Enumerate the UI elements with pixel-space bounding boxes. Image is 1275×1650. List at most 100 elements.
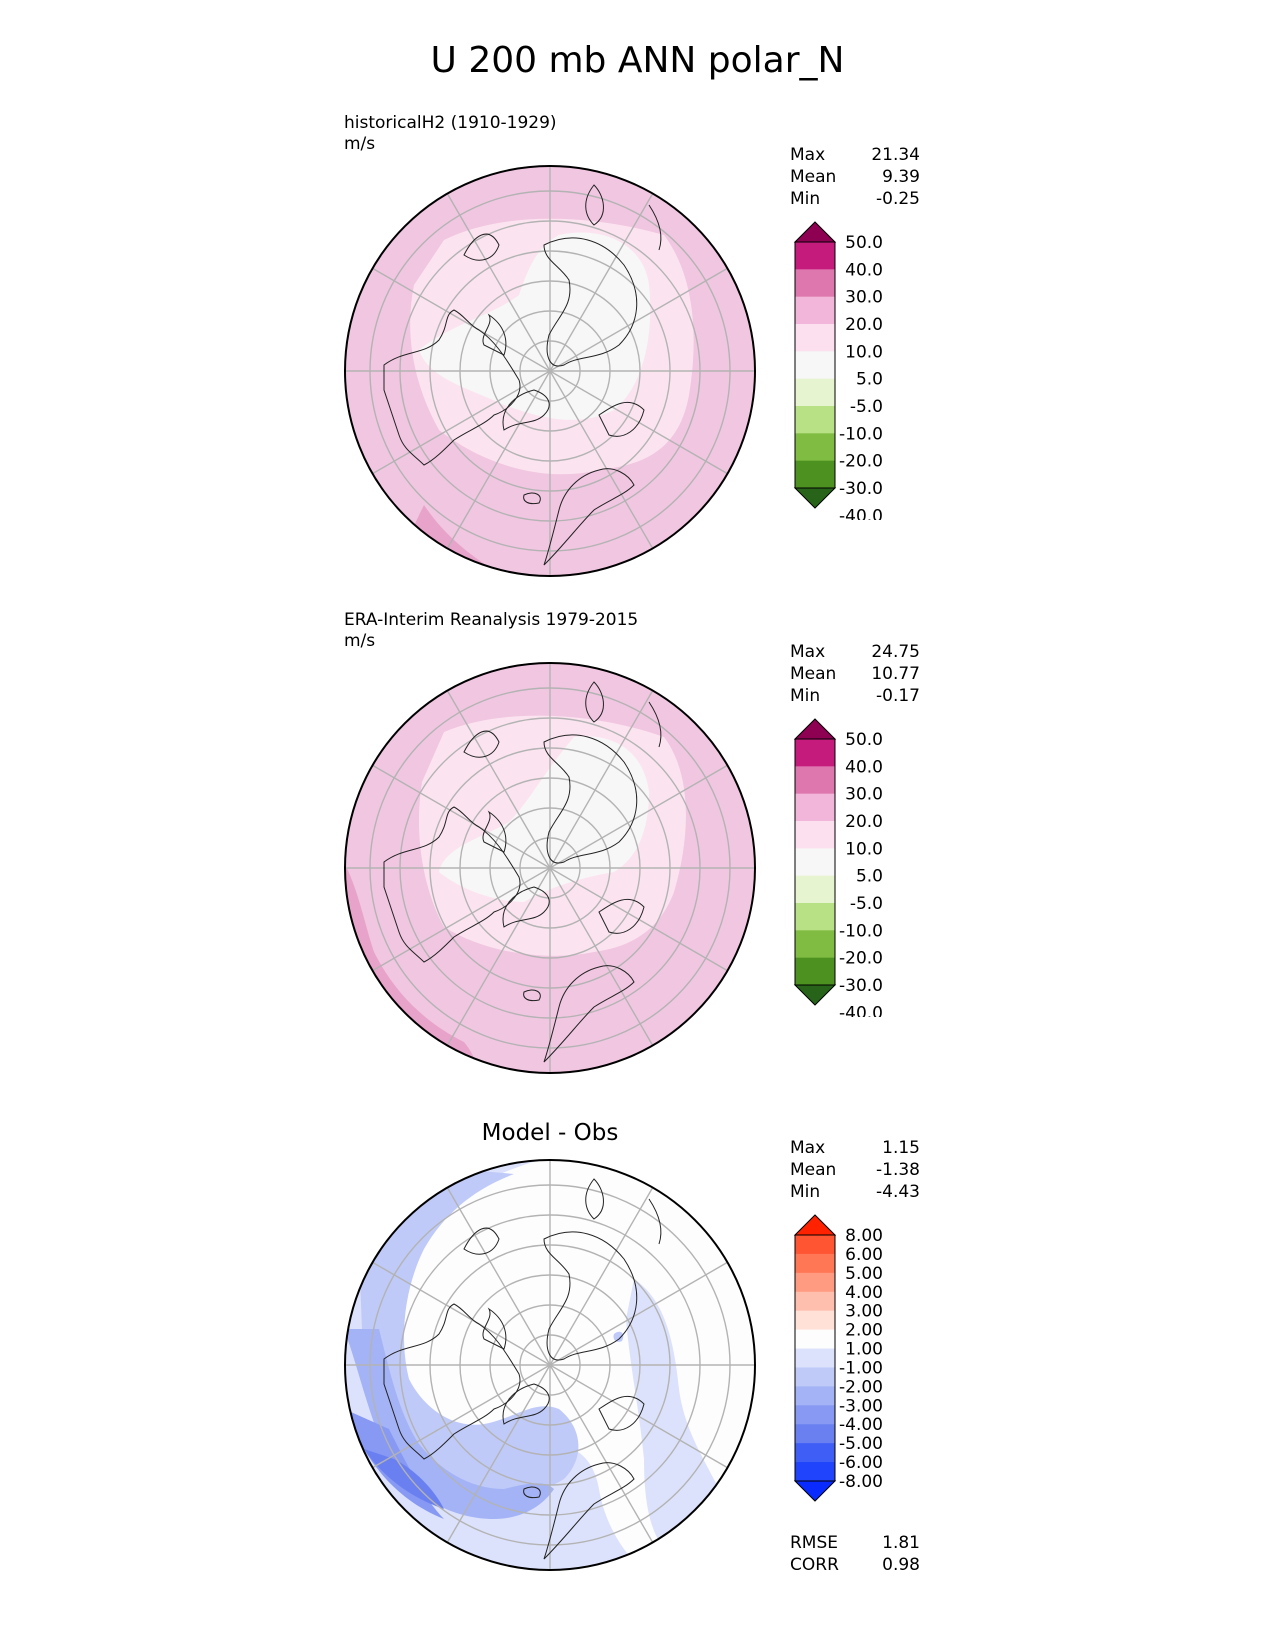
panel-2-dataset: ERA-Interim Reanalysis 1979-2015 — [344, 610, 639, 630]
stat-mean: Mean 9.39 — [790, 167, 920, 187]
panel-2-polar-map — [344, 662, 756, 1074]
graticule — [345, 166, 755, 576]
panel-3-colorbar: 8.006.005.004.003.002.001.00-1.00-2.00-3… — [793, 1214, 883, 1502]
colorbar-tick-label: -20.0 — [839, 452, 883, 472]
colorbar-bin — [795, 406, 835, 434]
colorbar-tick-label: 2.00 — [845, 1321, 883, 1341]
colorbar-extend-min — [793, 1480, 837, 1502]
colorbar-bin — [795, 875, 835, 904]
panel-1-polar-map — [344, 165, 756, 577]
panel-1-dataset: historicalH2 (1910-1929) — [344, 113, 557, 133]
colorbar-bin — [795, 848, 835, 877]
colorbar-tick-label: -4.00 — [839, 1415, 883, 1435]
colorbar-extend-max — [793, 718, 837, 740]
colorbar-bin — [795, 739, 835, 767]
colorbar-extend-max — [793, 1214, 837, 1236]
colorbar-tick-label: -1.00 — [839, 1358, 883, 1378]
fill-neg4-neg3 — [345, 1329, 554, 1519]
colorbar-tick-label: 8.00 — [845, 1226, 883, 1246]
colorbar-bin — [795, 1424, 835, 1444]
graticule — [345, 663, 755, 1073]
panel-1-units: m/s — [344, 134, 376, 154]
colorbar-bin — [795, 1462, 835, 1482]
colorbar-bin — [795, 1310, 835, 1331]
colorbar-tick-label: -10.0 — [839, 424, 883, 444]
colorbar-tick-label: -40.0 — [839, 1003, 883, 1017]
colorbar-bin — [795, 242, 835, 270]
colorbar-bin — [795, 1348, 835, 1368]
panel-2-colorbar: 50.0 40.0 30.0 20.0 10.0 5.0 -5.0 -10.0 -20.0 -30… — [793, 718, 883, 1017]
colorbar-bin — [795, 1253, 835, 1274]
colorbar-tick-label: -20.0 — [839, 949, 883, 969]
panel-3-title: Model - Obs — [481, 1120, 619, 1146]
panel-3-stats: Max 1.15 Mean -1.38 Min -4.43 — [790, 1137, 920, 1203]
colorbar-tick-label: -8.00 — [839, 1472, 883, 1492]
colorbar-tick-label: 20.0 — [845, 315, 883, 335]
stat-rmse: RMSE 1.81 — [790, 1533, 920, 1553]
colorbar-bin — [795, 1235, 835, 1255]
colorbar-tick-label: 40.0 — [845, 260, 883, 280]
colorbar-bin — [795, 296, 835, 325]
colorbar-tick-label: -3.00 — [839, 1396, 883, 1416]
panel-2-label: ERA-Interim Reanalysis 1979-2015 m/s — [344, 610, 638, 652]
stat-min: Min -0.17 — [790, 686, 920, 706]
panel-1-stats: Max 21.34 Mean 9.39 Min -0.25 — [790, 144, 920, 210]
stat-mean: Mean 10.77 — [790, 664, 920, 684]
colorbar-bin — [795, 766, 835, 795]
colorbar-tick-label: 50.0 — [845, 730, 883, 750]
colorbar-tick-label: 30.0 — [845, 785, 883, 805]
colorbar-bin — [795, 1367, 835, 1387]
colorbar-bin — [795, 269, 835, 298]
colorbar-tick-label: -30.0 — [839, 479, 883, 499]
colorbar-bin — [795, 1291, 835, 1312]
panel-3-extra-stats: RMSE 1.81 CORR 0.98 — [790, 1532, 920, 1576]
colorbar-tick-label: 50.0 — [845, 233, 883, 253]
colorbar-tick-label: 30.0 — [845, 288, 883, 308]
fill-neg3-neg2 — [345, 1160, 579, 1494]
colorbar-outline — [794, 738, 836, 986]
coastlines — [383, 681, 662, 1063]
fill-neg5-5 — [419, 232, 651, 420]
colorbar-bin — [795, 930, 835, 959]
stat-min: Min -0.25 — [790, 189, 920, 209]
colorbar-tick-label: 1.00 — [845, 1340, 883, 1360]
colorbar-tick-label: 5.0 — [856, 370, 883, 390]
colorbar-tick-label: -5.00 — [839, 1434, 883, 1454]
colorbar-bin — [795, 1443, 835, 1463]
stat-min: Min -4.43 — [790, 1182, 920, 1202]
colorbar-tick-label: 40.0 — [845, 757, 883, 777]
colorbar-tick-label: -6.00 — [839, 1453, 883, 1473]
colorbar-tick-label: -2.00 — [839, 1377, 883, 1397]
colorbar-tick-label: 4.00 — [845, 1283, 883, 1303]
colorbar-tick-label: -40.0 — [839, 506, 883, 520]
graticule — [345, 1160, 755, 1570]
colorbar-tick-label: 5.00 — [845, 1264, 883, 1284]
colorbar-tick-label: -5.0 — [850, 894, 883, 914]
panel-2-units: m/s — [344, 631, 376, 651]
colorbar-bin — [795, 378, 835, 407]
colorbar-bin — [795, 351, 835, 380]
stat-max: Max 1.15 — [790, 1138, 920, 1158]
colorbar-extend-max — [793, 221, 837, 243]
colorbar-bin — [795, 1329, 835, 1350]
colorbar-outline — [794, 1234, 836, 1482]
colorbar-extend-min — [793, 487, 837, 509]
stat-max: Max 21.34 — [790, 145, 920, 165]
colorbar-bin — [795, 460, 835, 489]
colorbar-tick-label: 5.0 — [856, 867, 883, 887]
colorbar-tick-label: 10.0 — [845, 839, 883, 859]
figure-title: U 200 mb ANN polar_N — [430, 40, 845, 81]
colorbar-tick-label: 3.00 — [845, 1302, 883, 1322]
colorbar-tick-label: 6.00 — [845, 1245, 883, 1265]
coastlines — [383, 1178, 662, 1560]
map-border — [344, 165, 756, 577]
panel-2-stats: Max 24.75 Mean 10.77 Min -0.17 — [790, 641, 920, 707]
stat-corr: CORR 0.98 — [790, 1555, 920, 1575]
colorbar-bin — [795, 903, 835, 931]
colorbar-tick-label: -10.0 — [839, 921, 883, 941]
colorbar-bin — [795, 324, 835, 352]
colorbar-bin — [795, 1386, 835, 1406]
colorbar-bin — [795, 821, 835, 849]
colorbar-bin — [795, 433, 835, 462]
colorbar-extend-min — [793, 984, 837, 1006]
